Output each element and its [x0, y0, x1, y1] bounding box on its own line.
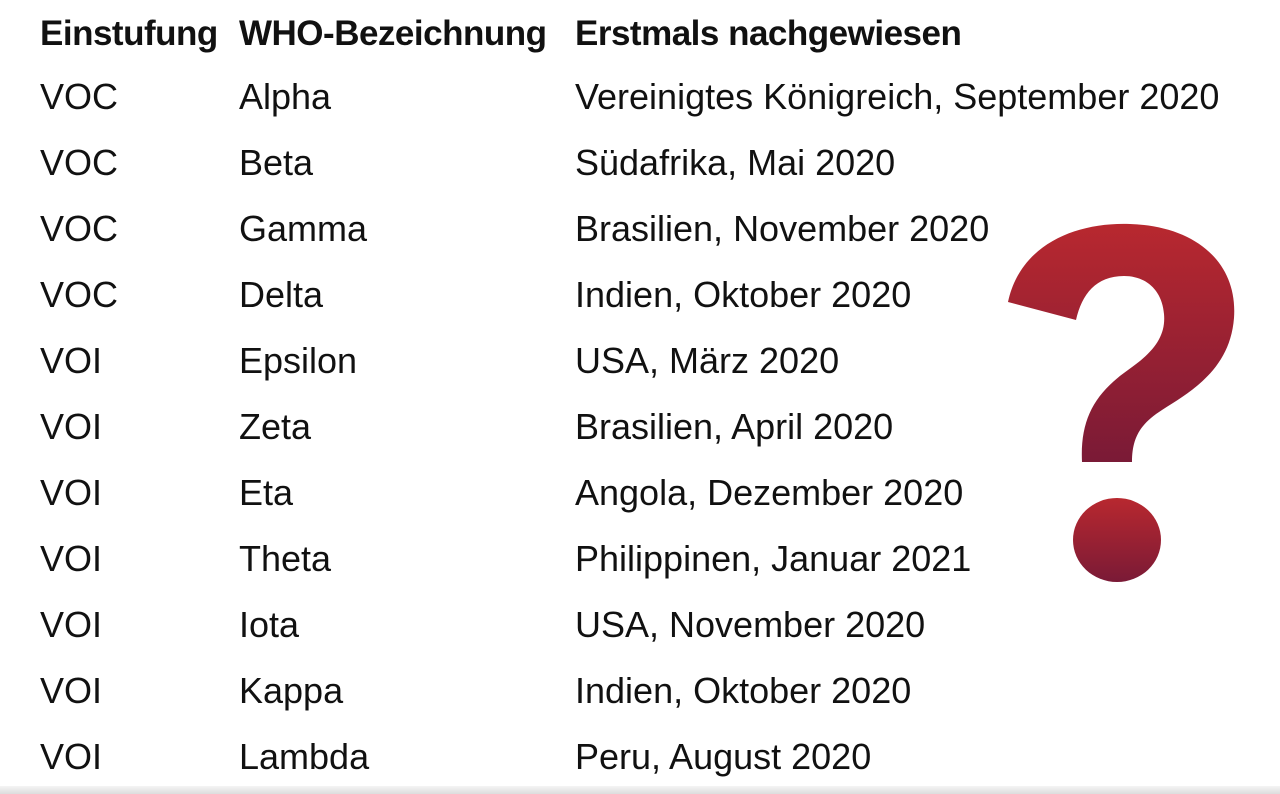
cell-classification: VOI [40, 472, 103, 513]
cell-classification: VOI [40, 670, 103, 711]
table-row: VOC Beta Südafrika, Mai 2020 [0, 132, 1280, 198]
table-row: VOI Zeta Brasilien, April 2020 [0, 396, 1280, 462]
cell-classification: VOC [40, 274, 119, 315]
cell-classification: VOI [40, 538, 103, 579]
cell-who-name: Lambda [239, 736, 370, 777]
table-row: VOI Lambda Peru, August 2020 [0, 726, 1280, 792]
cell-who-name: Alpha [239, 76, 332, 117]
cell-who-name: Eta [239, 472, 294, 513]
cell-first-detected: Angola, Dezember 2020 [575, 472, 964, 513]
question-mark-icon [990, 210, 1250, 590]
header-first-detected: Erstmals nachgewiesen [575, 14, 962, 53]
cell-first-detected: USA, März 2020 [575, 340, 840, 381]
cell-first-detected: Indien, Oktober 2020 [575, 670, 912, 711]
cell-who-name: Delta [239, 274, 324, 315]
cell-who-name: Gamma [239, 208, 368, 249]
cell-classification: VOC [40, 208, 119, 249]
table-header: Einstufung WHO-Bezeichnung Erstmals nach… [0, 6, 1280, 56]
table-row: VOC Gamma Brasilien, November 2020 [0, 198, 1280, 264]
cell-who-name: Iota [239, 604, 300, 645]
cell-first-detected: Indien, Oktober 2020 [575, 274, 912, 315]
cell-first-detected: USA, November 2020 [575, 604, 926, 645]
table-row: VOI Iota USA, November 2020 [0, 594, 1280, 660]
table-row: VOI Epsilon USA, März 2020 [0, 330, 1280, 396]
cell-who-name: Zeta [239, 406, 312, 447]
cell-first-detected: Peru, August 2020 [575, 736, 872, 777]
table-row: VOI Eta Angola, Dezember 2020 [0, 462, 1280, 528]
cell-who-name: Kappa [239, 670, 344, 711]
table-row: VOI Kappa Indien, Oktober 2020 [0, 660, 1280, 726]
cell-first-detected: Philippinen, Januar 2021 [575, 538, 972, 579]
cell-classification: VOC [40, 142, 119, 183]
cell-who-name: Theta [239, 538, 332, 579]
cell-first-detected: Vereinigtes Königreich, September 2020 [575, 76, 1220, 117]
header-who-designation: WHO-Bezeichnung [239, 14, 547, 53]
cell-who-name: Epsilon [239, 340, 358, 381]
cell-first-detected: Brasilien, April 2020 [575, 406, 894, 447]
cell-classification: VOC [40, 76, 119, 117]
cell-classification: VOI [40, 340, 103, 381]
table-row: VOC Alpha Vereinigtes Königreich, Septem… [0, 66, 1280, 132]
cell-classification: VOI [40, 406, 103, 447]
cell-classification: VOI [40, 604, 103, 645]
cell-classification: VOI [40, 736, 103, 777]
cell-first-detected: Brasilien, November 2020 [575, 208, 990, 249]
cell-first-detected: Südafrika, Mai 2020 [575, 142, 896, 183]
table-row: VOC Delta Indien, Oktober 2020 [0, 264, 1280, 330]
bottom-edge [0, 786, 1280, 794]
header-classification: Einstufung [40, 14, 218, 53]
cell-who-name: Beta [239, 142, 314, 183]
table-row: VOI Theta Philippinen, Januar 2021 [0, 528, 1280, 594]
